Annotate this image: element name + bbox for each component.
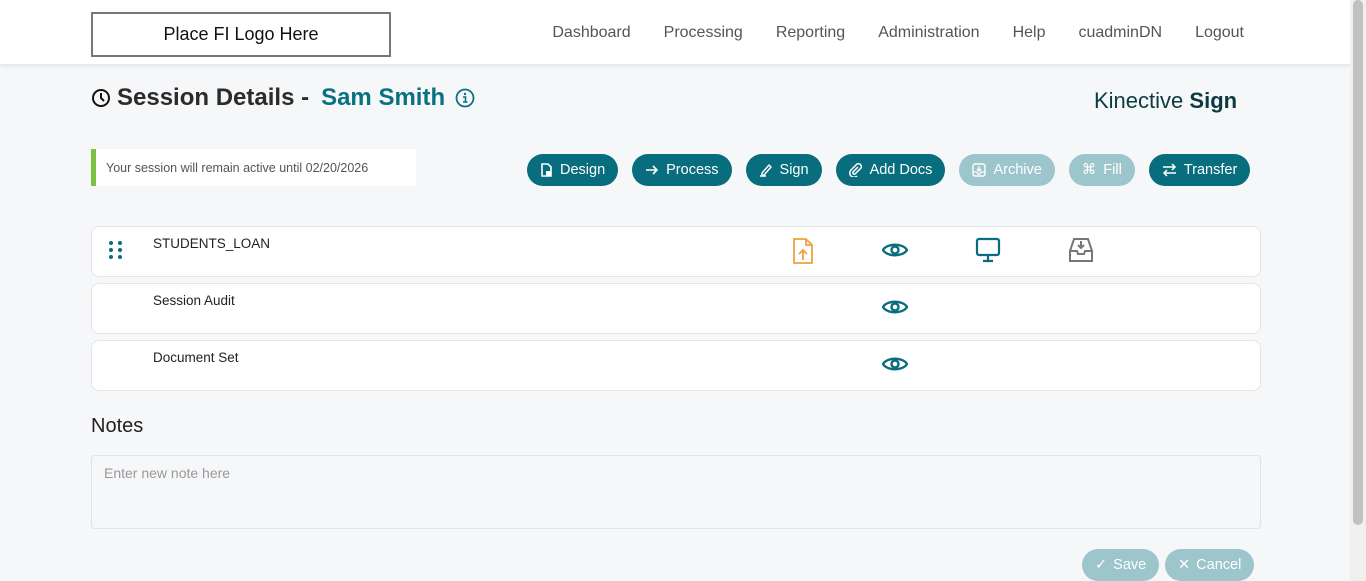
note-input[interactable] [91,455,1261,529]
archive-button[interactable]: Archive [959,154,1055,186]
eye-icon[interactable] [882,355,908,373]
transfer-button[interactable]: Transfer [1148,154,1251,186]
page-scrollbar[interactable] [1350,0,1366,581]
nav-logout[interactable]: Logout [1195,24,1244,41]
archive-label: Archive [993,162,1042,178]
page-title: Session Details - Sam Smith [91,84,481,112]
monitor-icon[interactable] [975,237,1001,263]
action-buttons: Design Process Sign Add Docs Archive ⌘ Fi… [527,154,1251,186]
document-row: Session Audit [91,283,1261,334]
fi-logo-placeholder: Place FI Logo Here [91,12,391,57]
brand-logo: Kinective Sign [1094,88,1237,114]
document-icon [541,163,552,177]
main-nav: Dashboard Processing Reporting Administr… [552,24,1244,42]
transfer-icon [1162,163,1176,177]
add-docs-button[interactable]: Add Docs [835,154,946,186]
transfer-label: Transfer [1183,162,1238,178]
document-name: Document Set [153,350,239,365]
document-row: STUDENTS_LOAN [91,226,1261,277]
nav-administration[interactable]: Administration [878,24,980,41]
scrollbar-thumb[interactable] [1353,0,1363,525]
drag-handle-icon[interactable] [109,241,123,259]
pen-icon [759,163,772,177]
eye-icon[interactable] [882,241,908,259]
cancel-button[interactable]: ✕ Cancel [1165,549,1255,581]
nav-user[interactable]: cuadminDN [1078,24,1163,41]
check-icon: ✓ [1095,557,1108,573]
command-icon: ⌘ [1081,162,1097,178]
document-row: Document Set [91,340,1261,391]
nav-reporting[interactable]: Reporting [775,24,846,41]
top-header: Place FI Logo Here Dashboard Processing … [0,0,1350,64]
close-icon: ✕ [1178,557,1191,573]
add-docs-label: Add Docs [869,162,933,178]
session-notice: Your session will remain active until 02… [91,149,416,186]
process-label: Process [666,162,719,178]
document-name: Session Audit [153,293,235,308]
arrow-right-icon [646,165,659,175]
fill-label: Fill [1103,162,1122,178]
sign-button[interactable]: Sign [745,154,822,186]
cancel-label: Cancel [1196,557,1242,573]
title-text: Session Details - [117,84,310,111]
eye-icon[interactable] [882,298,908,316]
info-icon[interactable] [455,88,475,108]
design-button[interactable]: Design [527,154,619,186]
brand-light: Kinective [1094,88,1184,113]
archive-icon [972,163,987,177]
nav-help[interactable]: Help [1012,24,1046,41]
process-button[interactable]: Process [632,154,732,186]
paperclip-icon [848,163,862,177]
save-label: Save [1113,557,1147,573]
nav-processing[interactable]: Processing [663,24,743,41]
nav-dashboard[interactable]: Dashboard [552,24,631,41]
inbox-download-icon[interactable] [1068,237,1094,263]
document-name: STUDENTS_LOAN [153,236,271,251]
customer-name: Sam Smith [321,84,446,111]
save-button[interactable]: ✓ Save [1082,549,1160,581]
clock-icon [92,89,110,107]
brand-bold: Sign [1189,88,1238,113]
upload-file-icon[interactable] [792,237,814,265]
notes-heading: Notes [91,415,144,437]
sign-label: Sign [779,162,809,178]
design-label: Design [560,162,606,178]
fill-button[interactable]: ⌘ Fill [1068,154,1135,186]
